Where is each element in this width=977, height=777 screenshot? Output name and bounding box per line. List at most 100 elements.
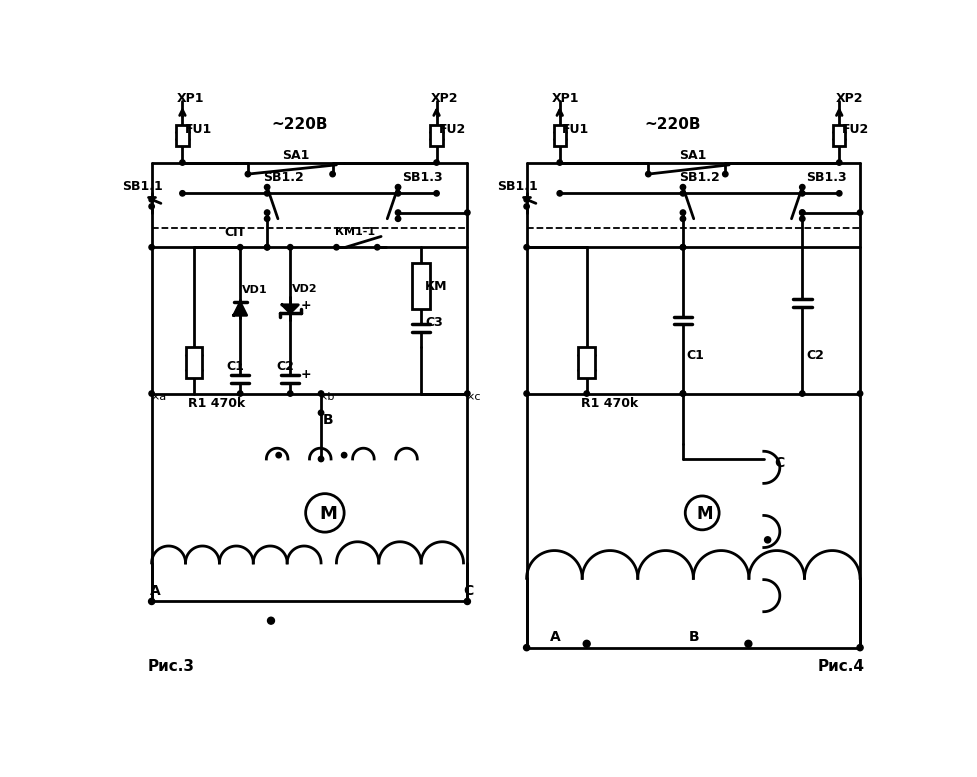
Circle shape xyxy=(680,216,685,221)
Text: ×c: ×c xyxy=(464,392,480,402)
Circle shape xyxy=(149,598,154,605)
Circle shape xyxy=(395,210,401,215)
Circle shape xyxy=(799,184,804,190)
Text: XP2: XP2 xyxy=(430,92,457,106)
Circle shape xyxy=(276,452,281,458)
Circle shape xyxy=(149,197,154,202)
Circle shape xyxy=(237,245,242,250)
Text: C: C xyxy=(463,584,473,598)
Circle shape xyxy=(680,184,685,190)
Circle shape xyxy=(264,190,270,196)
Circle shape xyxy=(799,190,804,196)
Circle shape xyxy=(341,452,347,458)
Polygon shape xyxy=(282,305,298,313)
Circle shape xyxy=(557,190,562,196)
Bar xyxy=(577,347,595,378)
Circle shape xyxy=(680,391,685,396)
Circle shape xyxy=(799,210,804,215)
Text: ~220В: ~220В xyxy=(271,117,327,132)
Text: КМ1-1: КМ1-1 xyxy=(334,227,374,237)
Text: C2: C2 xyxy=(805,349,824,362)
Text: XP1: XP1 xyxy=(551,92,579,106)
Circle shape xyxy=(799,391,804,396)
Text: A: A xyxy=(549,630,560,644)
Text: Рис.3: Рис.3 xyxy=(148,659,194,674)
Text: FU2: FU2 xyxy=(439,124,466,136)
Circle shape xyxy=(149,204,154,209)
Circle shape xyxy=(434,160,439,166)
Circle shape xyxy=(264,216,270,221)
Text: ~220В: ~220В xyxy=(644,117,701,132)
Polygon shape xyxy=(234,302,246,315)
Circle shape xyxy=(149,245,154,250)
Bar xyxy=(176,125,189,146)
Circle shape xyxy=(306,493,344,532)
Circle shape xyxy=(395,216,401,221)
Text: СП: СП xyxy=(225,226,244,239)
Circle shape xyxy=(645,172,651,177)
Circle shape xyxy=(524,197,529,202)
Text: +: + xyxy=(301,368,312,382)
Text: В: В xyxy=(322,413,333,427)
Circle shape xyxy=(744,640,751,647)
Circle shape xyxy=(857,391,862,396)
Circle shape xyxy=(264,245,270,250)
Text: FU1: FU1 xyxy=(562,124,589,136)
Circle shape xyxy=(523,645,530,650)
Text: VD2: VD2 xyxy=(291,284,318,294)
Circle shape xyxy=(799,216,804,221)
Circle shape xyxy=(680,245,685,250)
Text: M: M xyxy=(319,505,337,523)
Text: XP1: XP1 xyxy=(176,92,203,106)
Circle shape xyxy=(237,391,242,396)
Circle shape xyxy=(264,184,270,190)
Text: SB1.1: SB1.1 xyxy=(497,180,537,193)
Text: XP2: XP2 xyxy=(834,92,862,106)
Text: SB1.3: SB1.3 xyxy=(805,171,846,184)
Text: M: M xyxy=(696,505,712,523)
Circle shape xyxy=(395,184,401,190)
Text: C1: C1 xyxy=(686,349,704,362)
Circle shape xyxy=(434,190,439,196)
Circle shape xyxy=(264,210,270,215)
Circle shape xyxy=(583,391,589,396)
Text: SB1.3: SB1.3 xyxy=(402,171,442,184)
Circle shape xyxy=(319,391,323,396)
Circle shape xyxy=(180,160,185,166)
Text: SA1: SA1 xyxy=(678,149,705,162)
Circle shape xyxy=(464,391,470,396)
Text: R1 470k: R1 470k xyxy=(188,397,245,410)
Circle shape xyxy=(374,245,379,250)
Bar xyxy=(411,263,430,308)
Text: SA1: SA1 xyxy=(282,149,310,162)
Circle shape xyxy=(557,160,562,166)
Text: +: + xyxy=(301,299,312,312)
Text: C2: C2 xyxy=(276,361,294,374)
Circle shape xyxy=(582,640,589,647)
Circle shape xyxy=(685,496,718,530)
Circle shape xyxy=(264,245,270,250)
Text: Рис.4: Рис.4 xyxy=(817,659,864,674)
Circle shape xyxy=(856,645,863,650)
Circle shape xyxy=(680,190,685,196)
Circle shape xyxy=(464,598,470,605)
Bar xyxy=(430,125,443,146)
Text: SB1.1: SB1.1 xyxy=(122,180,163,193)
Text: ×a: ×a xyxy=(149,392,166,402)
Text: SB1.2: SB1.2 xyxy=(263,171,304,184)
Circle shape xyxy=(395,190,401,196)
Bar xyxy=(553,125,566,146)
Circle shape xyxy=(329,172,335,177)
Circle shape xyxy=(680,391,685,396)
Circle shape xyxy=(524,391,529,396)
Text: SB1.2: SB1.2 xyxy=(678,171,719,184)
Circle shape xyxy=(835,190,841,196)
Text: ×b: ×b xyxy=(319,392,335,402)
Text: R1 470k: R1 470k xyxy=(580,397,637,410)
Circle shape xyxy=(245,172,250,177)
Text: FU1: FU1 xyxy=(185,124,212,136)
Text: C1: C1 xyxy=(226,361,244,374)
Text: C: C xyxy=(774,455,784,469)
Bar xyxy=(186,347,202,378)
Text: FU2: FU2 xyxy=(840,124,868,136)
